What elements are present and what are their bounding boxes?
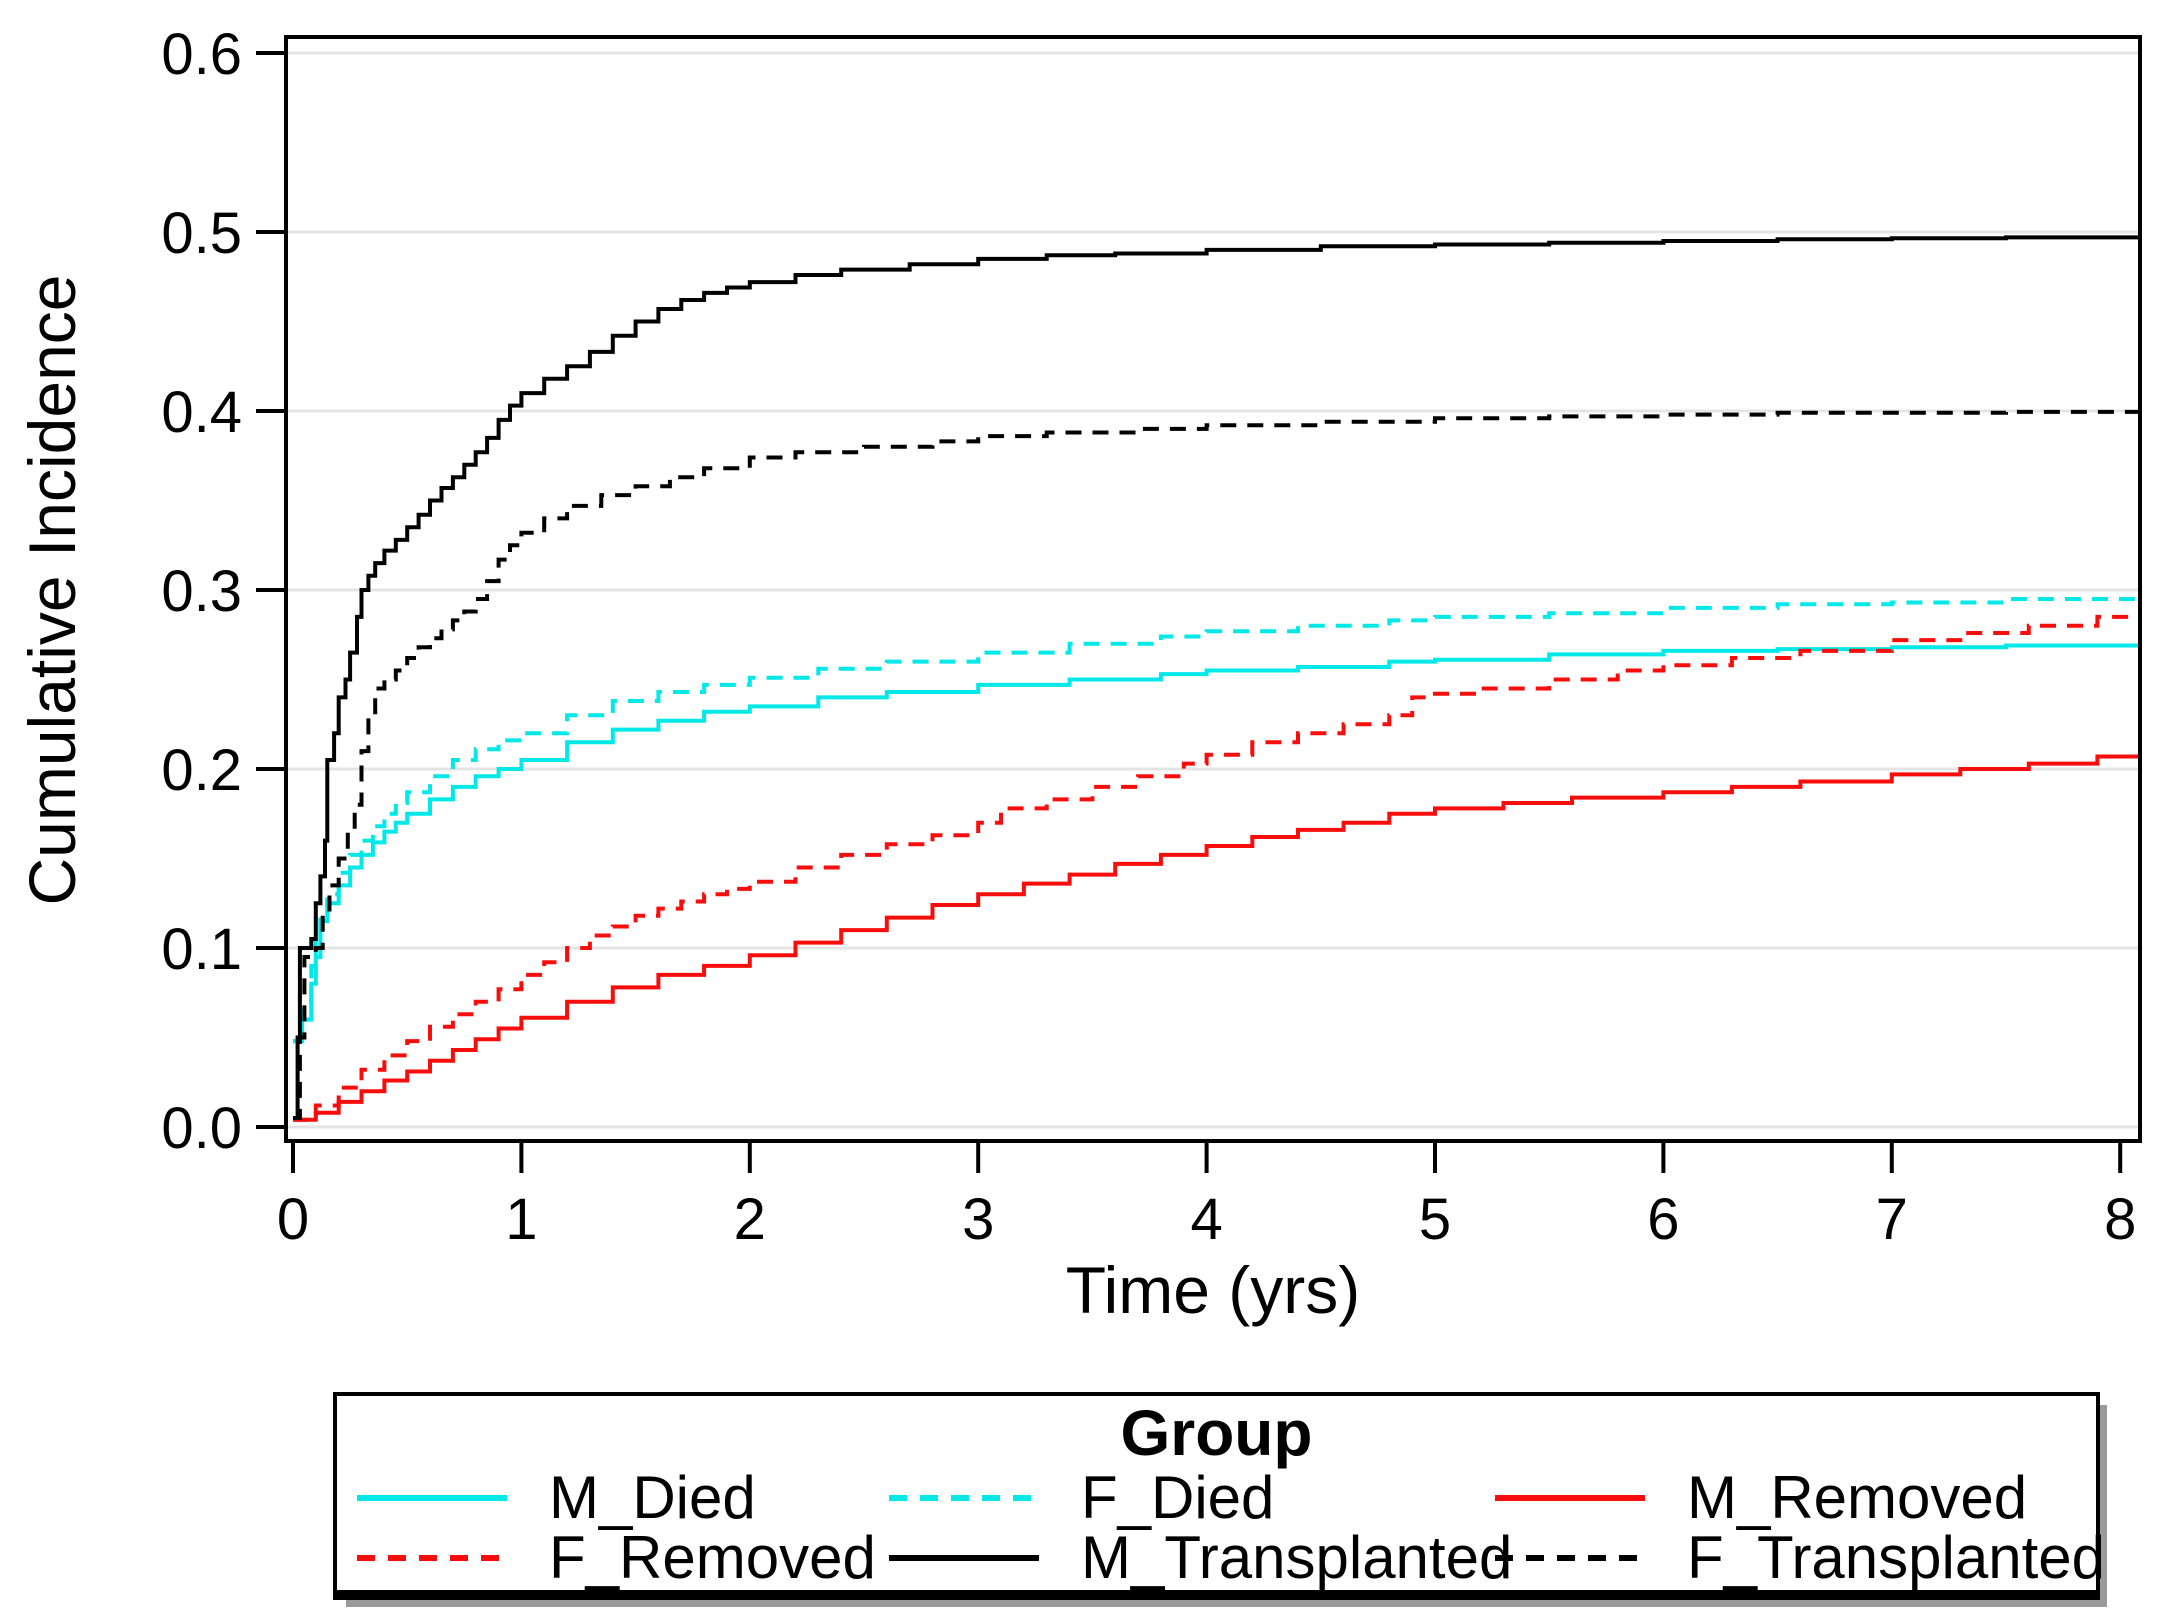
x-tick-label: 0 [277,1187,309,1252]
legend-item-m-transplanted: M_Transplanted [889,1528,1512,1588]
x-axis-title: Time (yrs) [1065,1253,1361,1327]
y-tick-label: 0.2 [161,738,242,803]
curve-f_removed [293,614,2138,1122]
legend-line-sample-f-died [889,1495,1039,1501]
y-tick-label: 0.4 [161,380,242,445]
legend-label-f-transplanted: F_Transplanted [1687,1524,2106,1591]
legend-line-sample-f-removed [357,1555,507,1561]
y-tick-label: 0.3 [161,559,242,624]
y-tick-label: 0.0 [161,1096,242,1161]
legend-line-sample-m-transplanted [889,1555,1039,1561]
legend-title: Group [1120,1397,1313,1469]
legend-line-sample-m-removed [1495,1495,1645,1501]
legend: Group M_Died F_Died M_Removed F_Removed … [333,1392,2105,1600]
y-tick-label: 0.6 [161,22,242,87]
y-axis-title: Cumulative Incidence [15,274,89,906]
x-tick-label: 5 [1419,1187,1451,1252]
curve-m_transplanted [293,235,2138,1120]
legend-grid: M_Died F_Died M_Removed F_Removed M_Tran… [357,1468,2105,1588]
x-tick-label: 4 [1190,1187,1222,1252]
y-tick-label: 0.1 [161,917,242,982]
legend-label-m-removed: M_Removed [1687,1464,2028,1531]
x-tick-label: 2 [734,1187,766,1252]
x-tick-label: 3 [962,1187,994,1252]
legend-item-f-removed: F_Removed [357,1528,889,1588]
legend-label-f-removed: F_Removed [549,1524,876,1591]
curve-m_died [293,643,2138,1044]
legend-label-m-transplanted: M_Transplanted [1081,1524,1513,1591]
legend-label-f-died: F_Died [1081,1464,1275,1531]
legend-item-f-transplanted: F_Transplanted [1495,1528,2105,1588]
legend-line-sample-f-transplanted [1495,1555,1645,1561]
legend-item-m-died: M_Died [357,1468,889,1528]
x-tick-label: 8 [2104,1187,2136,1252]
legend-item-m-removed: M_Removed [1495,1468,2105,1528]
x-tick-label: 1 [505,1187,537,1252]
legend-label-m-died: M_Died [549,1464,756,1531]
x-tick-label: 7 [1876,1187,1908,1252]
x-tick-label: 6 [1647,1187,1679,1252]
curve-f_transplanted [293,409,2138,1120]
curve-f_died [293,597,2138,1044]
legend-item-f-died: F_Died [889,1468,1495,1528]
curve-m_removed [293,754,2138,1122]
legend-line-sample-m-died [357,1495,507,1501]
y-tick-label: 0.5 [161,201,242,266]
